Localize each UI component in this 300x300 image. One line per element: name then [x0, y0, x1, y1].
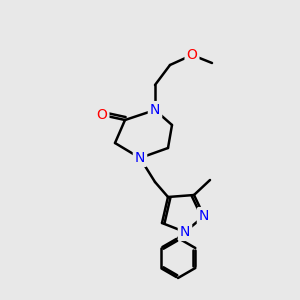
Text: N: N	[150, 103, 160, 117]
Text: O: O	[97, 108, 107, 122]
Text: N: N	[180, 225, 190, 239]
Text: N: N	[135, 151, 145, 165]
Text: N: N	[199, 209, 209, 223]
Text: O: O	[187, 48, 197, 62]
